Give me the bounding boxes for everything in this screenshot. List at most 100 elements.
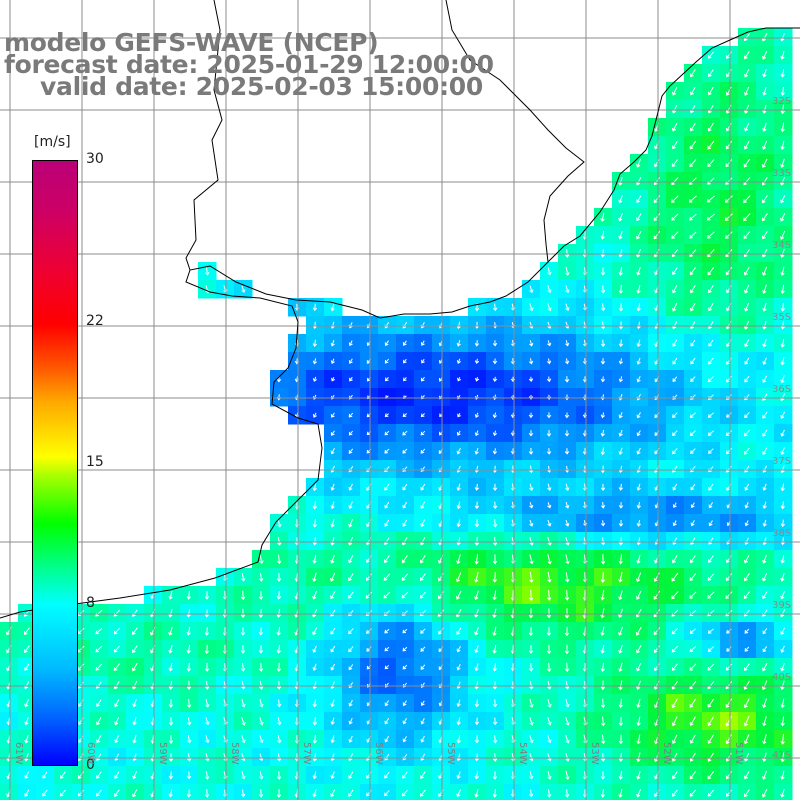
wind-arrow xyxy=(493,519,498,528)
wind-arrow xyxy=(547,536,552,546)
wind-arrow xyxy=(600,662,605,673)
wind-arrow xyxy=(636,195,642,204)
wind-arrow xyxy=(348,555,354,564)
wind-arrow xyxy=(384,340,389,346)
wind-arrow xyxy=(635,608,642,618)
wind-arrow xyxy=(384,448,390,454)
wind-arrow xyxy=(618,770,623,780)
wind-arrow xyxy=(744,339,750,348)
wind-arrow xyxy=(402,483,408,491)
wind-arrow xyxy=(204,789,210,798)
wind-arrow xyxy=(743,591,750,599)
coastline-line xyxy=(0,27,800,619)
wind-arrow xyxy=(168,663,173,672)
wind-arrow xyxy=(653,177,660,186)
wind-arrow xyxy=(618,412,623,419)
wind-arrow xyxy=(672,339,678,347)
wind-arrow xyxy=(564,644,570,655)
wind-arrow xyxy=(492,483,498,492)
wind-arrow xyxy=(546,644,552,655)
wind-arrow xyxy=(780,69,785,78)
wind-arrow xyxy=(456,663,461,671)
wind-arrow xyxy=(672,555,678,564)
wind-arrow xyxy=(96,789,102,797)
wind-arrow xyxy=(365,628,372,634)
wind-arrow xyxy=(601,321,606,330)
wind-arrow xyxy=(402,340,407,346)
wind-arrow xyxy=(330,753,335,762)
wind-arrow xyxy=(114,681,120,690)
wind-arrow xyxy=(205,771,210,780)
wind-arrow xyxy=(600,249,606,258)
wind-arrow xyxy=(636,248,642,258)
wind-arrow xyxy=(474,554,479,565)
wind-arrow xyxy=(348,412,354,418)
wind-arrow xyxy=(276,788,282,798)
wind-arrow xyxy=(330,735,335,744)
wind-arrow xyxy=(529,303,534,312)
wind-arrow xyxy=(312,753,317,762)
wind-arrow xyxy=(743,177,751,186)
wind-arrow xyxy=(455,572,462,583)
wind-arrow xyxy=(168,717,174,726)
wind-arrow xyxy=(762,140,768,150)
wind-arrow xyxy=(456,537,461,546)
wind-arrow xyxy=(401,789,408,797)
wind-arrow xyxy=(564,412,570,419)
wind-arrow xyxy=(330,645,336,653)
wind-arrow xyxy=(565,735,570,744)
wind-arrow xyxy=(205,717,210,726)
wind-arrow xyxy=(330,699,335,708)
wind-arrow xyxy=(618,788,623,798)
wind-arrow xyxy=(402,664,408,670)
wind-arrow xyxy=(330,519,335,528)
wind-arrow xyxy=(474,699,480,708)
wind-arrow xyxy=(618,644,623,654)
wind-arrow xyxy=(565,752,570,762)
wind-arrow xyxy=(780,50,785,60)
wind-arrow xyxy=(601,734,606,745)
colorbar-tick-label: 15 xyxy=(86,454,104,470)
wind-arrow xyxy=(671,716,678,727)
wind-arrow xyxy=(565,285,570,294)
wind-arrow xyxy=(330,358,335,365)
wind-arrow xyxy=(95,663,103,671)
wind-arrow xyxy=(59,789,66,797)
wind-arrow xyxy=(474,681,479,690)
wind-arrow xyxy=(492,626,497,637)
wind-arrow xyxy=(672,789,678,797)
wind-arrow xyxy=(24,735,29,744)
wind-arrow xyxy=(330,572,336,582)
wind-arrow xyxy=(671,231,679,239)
wind-arrow xyxy=(707,573,715,581)
wind-arrow xyxy=(708,448,714,454)
wind-arrow xyxy=(186,680,192,691)
wind-arrows xyxy=(6,33,786,798)
wind-arrow xyxy=(744,302,750,312)
latitude-label: 36S xyxy=(772,384,792,395)
wind-arrow xyxy=(205,698,210,708)
wind-arrow xyxy=(492,590,497,601)
wind-arrow xyxy=(114,771,120,780)
wind-arrow xyxy=(600,554,606,565)
wind-arrow xyxy=(762,770,768,780)
wind-arrow xyxy=(689,734,696,744)
wind-arrow xyxy=(312,572,317,582)
wind-arrow xyxy=(547,589,552,601)
wind-arrow xyxy=(312,681,317,690)
wind-arrow xyxy=(77,663,85,671)
wind-arrow xyxy=(762,231,768,240)
wind-arrow xyxy=(528,789,534,798)
wind-arrow xyxy=(565,483,570,492)
wind-arrow xyxy=(456,771,461,780)
wind-arrow xyxy=(493,536,498,546)
wind-arrow xyxy=(780,483,785,492)
wind-arrow xyxy=(761,680,768,691)
wind-arrow xyxy=(492,358,498,365)
wind-arrow xyxy=(708,555,714,563)
wind-arrow xyxy=(330,789,336,798)
wind-arrow xyxy=(528,447,534,455)
wind-arrow xyxy=(600,339,606,348)
wind-arrow xyxy=(636,303,641,312)
wind-arrow xyxy=(744,86,750,96)
